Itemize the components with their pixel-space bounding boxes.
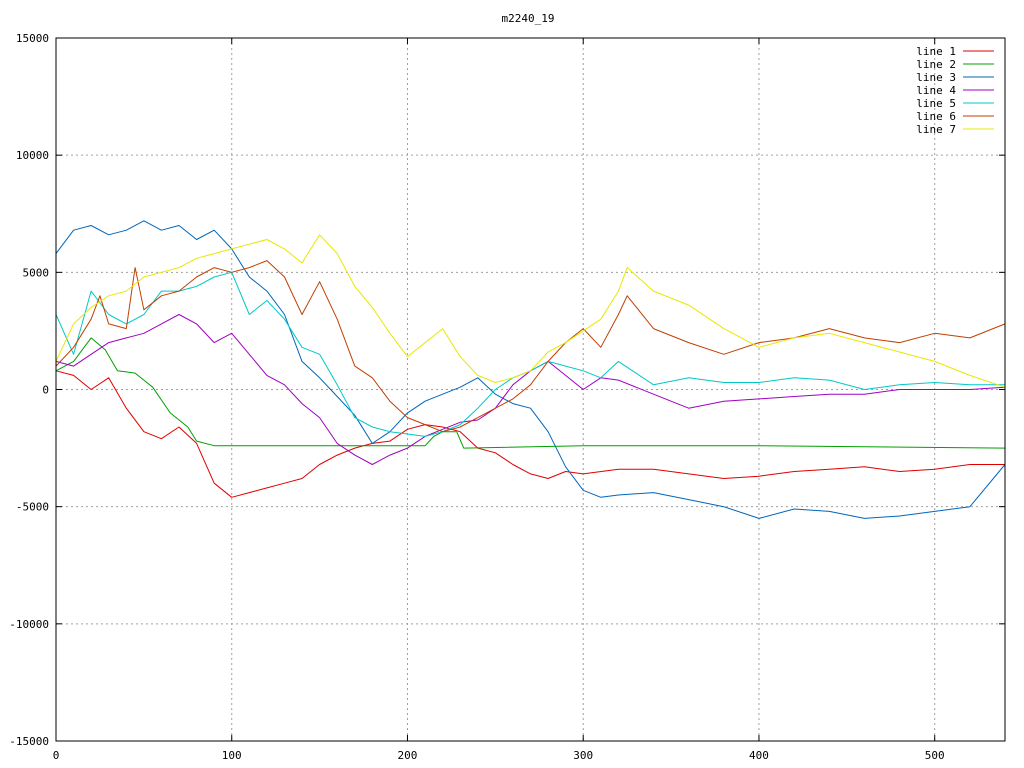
series-line-3	[55, 220, 1006, 519]
series-group	[55, 220, 1006, 519]
legend-label: line 7	[916, 123, 956, 136]
legend-label: line 4	[916, 84, 956, 97]
x-tick-label: 100	[222, 749, 242, 762]
y-tick-label: -10000	[9, 618, 49, 631]
axis-ticks: -15000 -10000 -5000 0 5000 10000 15000 0 100 200 3…	[9, 32, 1005, 762]
series-line-7	[55, 234, 1006, 388]
y-tick-label: 5000	[23, 266, 50, 279]
y-tick-label: -15000	[9, 735, 49, 748]
y-tick-label: 0	[42, 384, 49, 397]
series-line-2	[55, 337, 1006, 449]
x-tick-label: 200	[398, 749, 418, 762]
x-tick-label: 300	[573, 749, 593, 762]
legend-label: line 2	[916, 58, 956, 71]
x-tick-label: 500	[925, 749, 945, 762]
series-line-5	[55, 271, 1005, 437]
legend-label: line 5	[916, 97, 956, 110]
legend-label: line 6	[916, 110, 956, 123]
series-line-4	[55, 314, 1006, 465]
y-tick-label: 15000	[16, 32, 49, 45]
y-tick-label: 10000	[16, 149, 49, 162]
x-tick-label: 400	[749, 749, 769, 762]
y-tick-label: -5000	[16, 501, 49, 514]
chart-title: m2240_19	[502, 12, 555, 25]
legend-label: line 1	[916, 45, 956, 58]
series-line-6	[55, 260, 1006, 433]
x-tick-label: 0	[53, 749, 60, 762]
legend-label: line 3	[916, 71, 956, 84]
